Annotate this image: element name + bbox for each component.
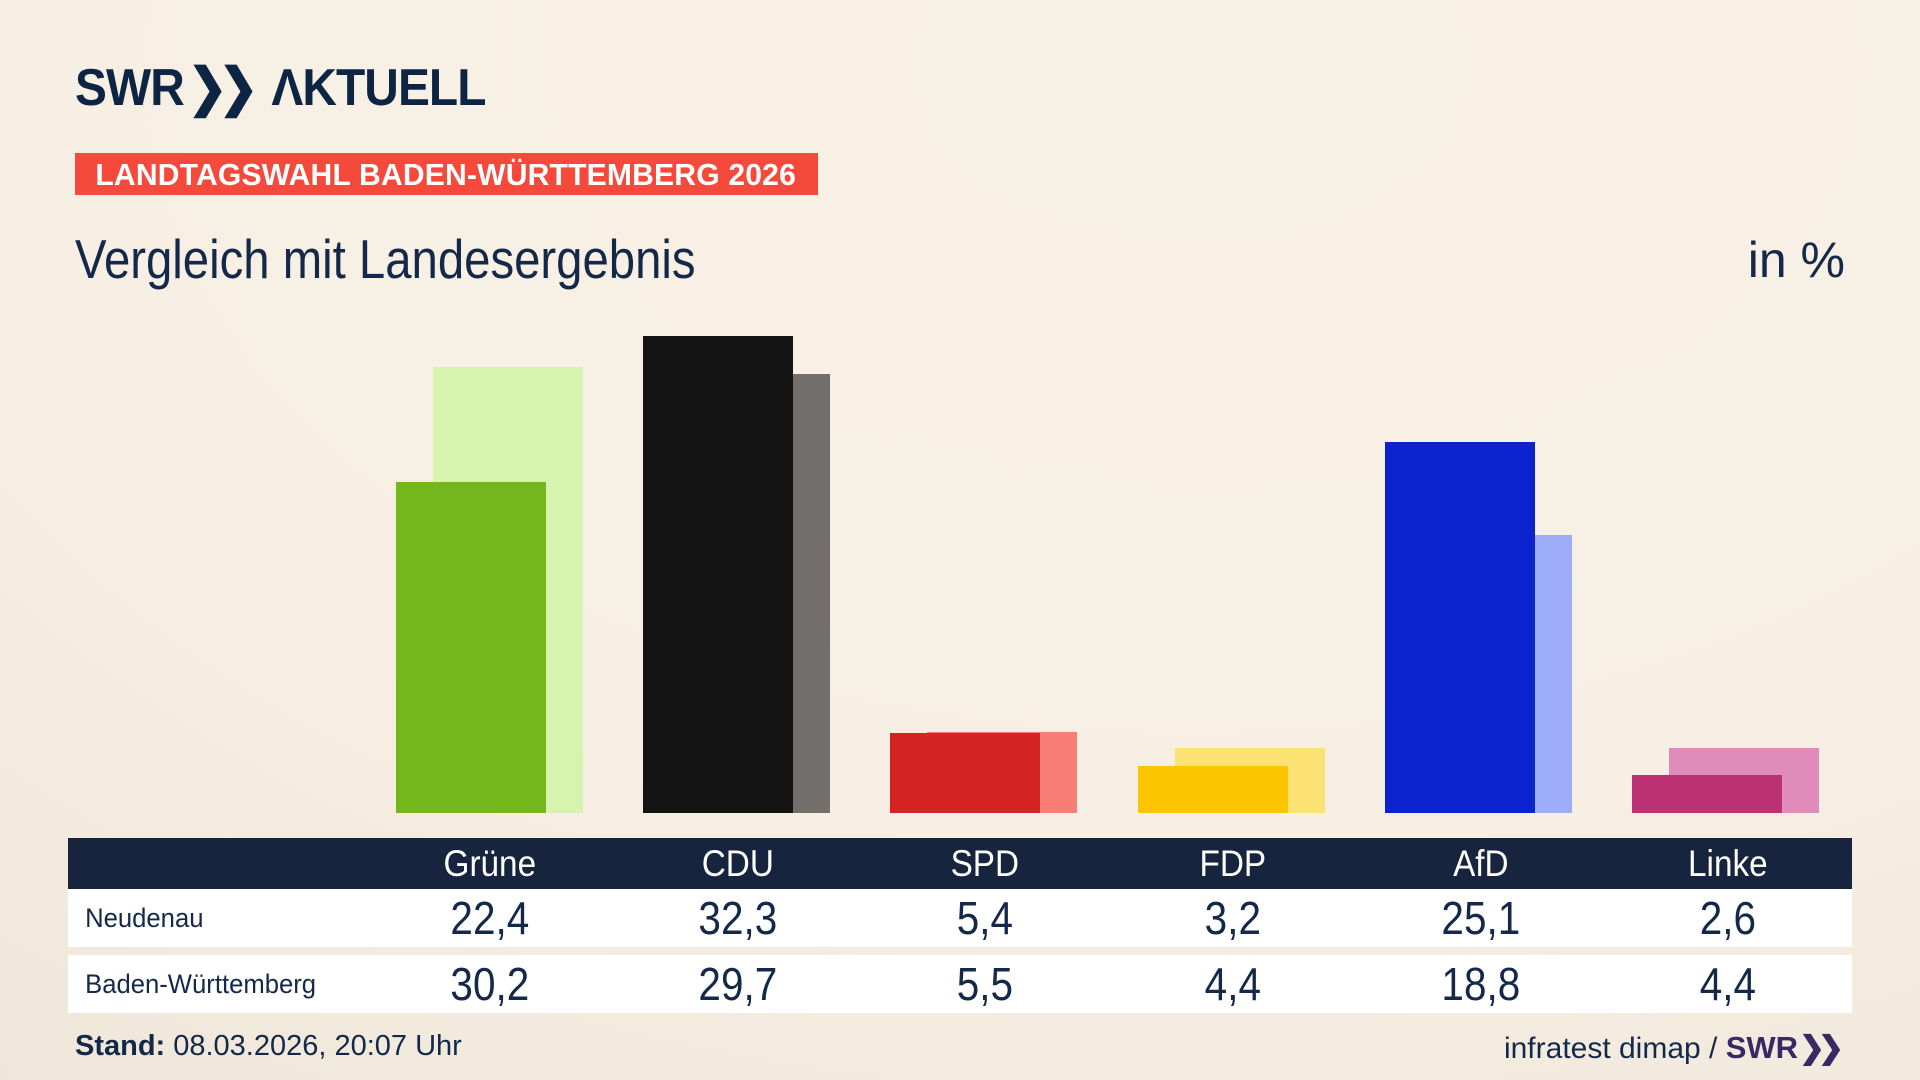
- column-header-fdp: FDP: [1199, 842, 1267, 884]
- swr-aktuell-logo: SWR❯❯ ΛKTUELL: [75, 62, 486, 114]
- column-header-linke: Linke: [1688, 842, 1768, 884]
- value-neudenau-gr-ne: 22,4: [450, 892, 530, 944]
- bar-chart: [396, 335, 1819, 813]
- bar-neudenau-spd: [890, 733, 1041, 813]
- table-row-baden-wuerttemberg: Baden-Württemberg 30,2 29,7 5,5 4,4 18,8 4,4: [68, 955, 1852, 1013]
- value-baden-w-rttemberg-linke: 4,4: [1700, 958, 1757, 1010]
- column-header-cdu: CDU: [701, 842, 774, 884]
- value-neudenau-afd: 25,1: [1441, 892, 1520, 944]
- value-baden-w-rttemberg-cdu: 29,7: [698, 958, 777, 1010]
- bar-neudenau-linke: [1632, 774, 1782, 813]
- title-row: Vergleich mit Landesergebnis in %: [75, 230, 1845, 290]
- column-header-afd: AfD: [1452, 842, 1509, 884]
- stand-value: 08.03.2026, 20:07 Uhr: [173, 1030, 462, 1062]
- bar-neudenau-cdu: [643, 335, 794, 813]
- election-badge: LANDTAGSWAHL BADEN-WÜRTTEMBERG 2026: [75, 153, 819, 195]
- status-timestamp: Stand: 08.03.2026, 20:07 Uhr: [75, 1030, 462, 1063]
- table-header: Grüne CDU SPD FDP AfD Linke: [68, 838, 1852, 889]
- stand-label: Stand:: [75, 1030, 166, 1062]
- value-baden-w-rttemberg-afd: 18,8: [1441, 958, 1520, 1010]
- swr-footer-logo: SWR❯❯: [1726, 1030, 1845, 1065]
- bar-neudenau-afd: [1384, 442, 1535, 813]
- value-baden-w-rttemberg-fdp: 4,4: [1204, 958, 1261, 1010]
- source-attribution: infratest dimap / SWR❯❯: [1504, 1030, 1845, 1066]
- value-baden-w-rttemberg-gr-ne: 30,2: [450, 958, 530, 1010]
- row-label-baden-w-rttemberg: Baden-Württemberg: [85, 968, 317, 999]
- value-neudenau-fdp: 3,2: [1204, 892, 1261, 944]
- bar-neudenau-fdp: [1137, 765, 1288, 813]
- swr-chevrons-icon: ❯❯: [187, 59, 259, 117]
- column-header-gr-ne: Grüne: [443, 842, 537, 884]
- source-text: infratest dimap /: [1503, 1032, 1726, 1065]
- swr-footer-chevrons-icon: ❯❯: [1799, 1030, 1844, 1065]
- value-neudenau-spd: 5,4: [957, 892, 1014, 944]
- value-neudenau-cdu: 32,3: [698, 892, 777, 944]
- swr-logo-text: SWR: [75, 59, 185, 117]
- column-header-spd: SPD: [950, 842, 1020, 884]
- bar-neudenau-gr-ne: [396, 482, 546, 813]
- aktuell-logo-text: ΛKTUELL: [271, 59, 486, 117]
- value-neudenau-linke: 2,6: [1700, 892, 1757, 944]
- table-row-neudenau: Neudenau 22,4 32,3 5,4 3,2 25,1 2,6: [68, 889, 1852, 947]
- value-baden-w-rttemberg-spd: 5,5: [957, 958, 1014, 1010]
- unit-label: in %: [1747, 232, 1845, 288]
- chart-title: Vergleich mit Landesergebnis: [75, 228, 696, 290]
- row-label-neudenau: Neudenau: [85, 902, 204, 933]
